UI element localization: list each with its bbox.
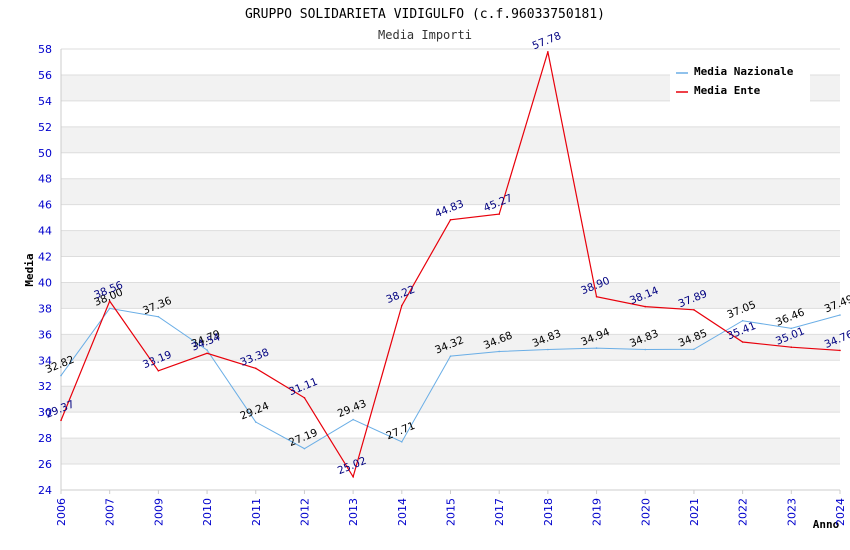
x-tick-label: 2012 [298, 498, 311, 526]
grid-band [61, 126, 840, 153]
data-point [108, 307, 111, 310]
data-point [352, 418, 354, 421]
data-point [60, 374, 62, 377]
data-point [157, 370, 160, 372]
x-tick-label: 2024 [834, 498, 847, 526]
legend-label-media-ente: Media Ente [694, 84, 761, 97]
x-tick-label: 2007 [104, 498, 117, 526]
y-tick-label: 46 [38, 199, 52, 212]
gridlines [60, 48, 840, 491]
x-tick-label: 2020 [639, 498, 652, 526]
y-tick-label: 36 [38, 328, 52, 341]
y-tick-label: 38 [38, 302, 52, 315]
grid-band [61, 204, 840, 231]
series-lines [60, 51, 841, 479]
y-tick-label: 26 [38, 458, 52, 471]
data-point [839, 314, 841, 316]
legend-box [670, 60, 810, 102]
grid-band [61, 438, 840, 465]
grid-band [61, 360, 840, 387]
grid-band [61, 100, 840, 127]
grid-band [61, 256, 840, 283]
x-tick-label: 2022 [737, 498, 750, 526]
grid-band [61, 386, 840, 413]
data-point [790, 327, 793, 330]
y-tick-label: 32 [38, 380, 52, 393]
data-point [498, 350, 500, 353]
x-tick-label: 2014 [396, 498, 409, 526]
y-tick-label: 58 [38, 43, 52, 56]
data-point [449, 219, 452, 221]
data-point [741, 319, 744, 322]
data-point [108, 300, 111, 302]
data-point [693, 309, 695, 311]
x-tick-label: 2015 [445, 498, 458, 526]
x-tick-label: 2009 [152, 498, 165, 526]
x-tick-label: 2021 [688, 498, 701, 526]
y-tick-label: 24 [38, 484, 52, 497]
grid-band [61, 412, 840, 439]
y-tick-label: 48 [38, 173, 52, 186]
data-point [303, 447, 306, 450]
data-point [60, 419, 62, 422]
data-point [595, 347, 598, 349]
x-tick-label: 2017 [493, 498, 506, 526]
data-point [498, 213, 500, 215]
y-tick-label: 30 [38, 406, 52, 419]
plot-background-bands [61, 49, 840, 490]
data-point [254, 367, 257, 370]
y-tick-label: 44 [38, 225, 52, 238]
y-tick-label: 28 [38, 432, 52, 445]
data-point [401, 304, 403, 307]
data-point [741, 341, 744, 343]
grid-band [61, 464, 840, 490]
x-axis-label: Anno [813, 518, 840, 531]
data-point [644, 348, 647, 351]
x-tick-label: 2011 [250, 498, 263, 526]
data-point [449, 355, 452, 357]
y-tick-label: 52 [38, 121, 52, 134]
data-point [352, 475, 354, 478]
x-tick-label: 2013 [347, 498, 360, 526]
legend-label-media-nazionale: Media Nazionale [694, 65, 794, 78]
data-point [206, 349, 208, 351]
y-tick-label: 56 [38, 69, 52, 82]
data-point [790, 346, 793, 348]
x-tick-labels: 2006 2007 2009 2010 2011 2012 2013 2014 2015 2017… [55, 490, 847, 526]
x-tick-label: 2006 [55, 498, 68, 526]
data-point [839, 349, 841, 352]
x-tick-label: 2023 [785, 498, 798, 526]
data-point [693, 348, 695, 351]
data-point [254, 421, 257, 423]
y-tick-label: 34 [38, 354, 52, 367]
legend: Media Nazionale Media Ente [670, 60, 810, 102]
y-axis-label: Media [23, 253, 36, 286]
grid-band [61, 308, 840, 335]
y-tick-label: 50 [38, 147, 52, 160]
data-point [595, 295, 598, 298]
x-tick-label: 2019 [591, 498, 604, 526]
grid-band [61, 152, 840, 179]
grid-band [61, 178, 840, 205]
y-tick-label: 54 [38, 95, 52, 108]
grid-band [61, 230, 840, 257]
data-point [401, 441, 403, 443]
y-tick-label: 40 [38, 276, 52, 289]
data-point [547, 348, 549, 351]
chart-subtitle: Media Importi [378, 28, 472, 42]
data-point [303, 396, 306, 399]
data-point [157, 315, 160, 318]
y-tick-label: 42 [38, 251, 52, 264]
data-point [644, 305, 647, 308]
x-tick-label: 2018 [542, 498, 555, 526]
grid-band [61, 282, 840, 309]
data-point [206, 352, 208, 355]
data-point [547, 51, 549, 53]
x-tick-label: 2010 [201, 498, 214, 526]
chart-title: GRUPPO SOLIDARIETA VIDIGULFO (c.f.960337… [245, 7, 605, 22]
y-tick-labels: 24 26 28 30 32 34 36 38 40 42 44 46 48 50 52 54 56 58 [38, 43, 52, 497]
